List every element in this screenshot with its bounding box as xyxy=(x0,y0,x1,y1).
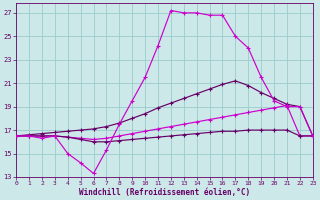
X-axis label: Windchill (Refroidissement éolien,°C): Windchill (Refroidissement éolien,°C) xyxy=(79,188,250,197)
